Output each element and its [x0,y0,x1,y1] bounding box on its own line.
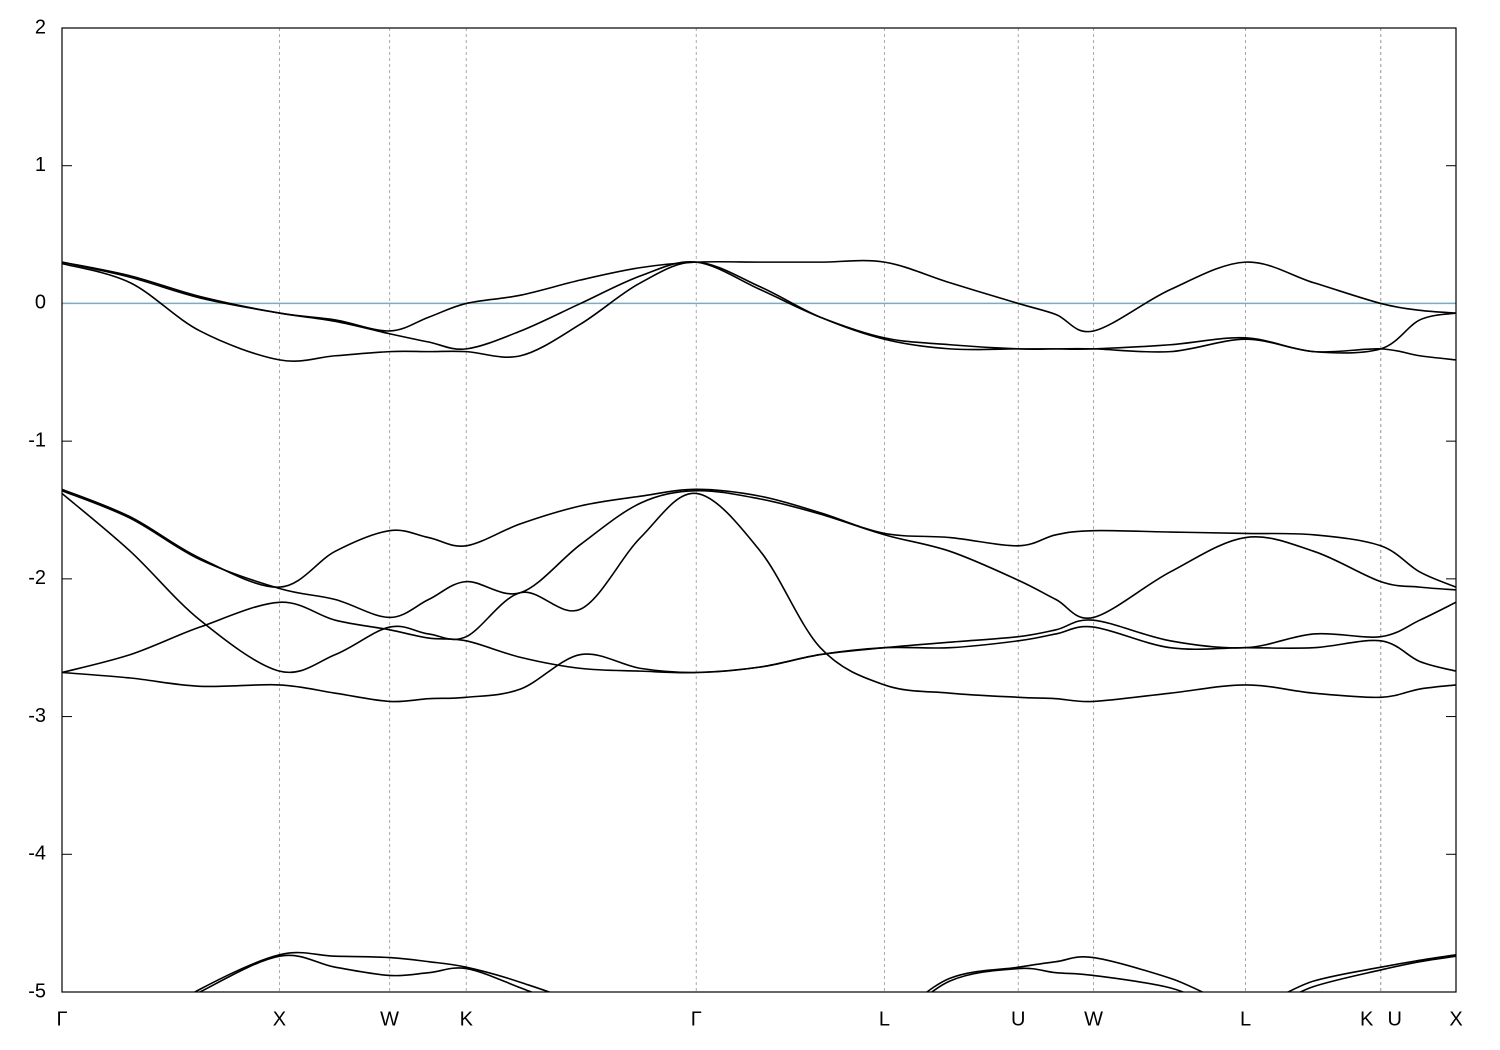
y-tick-label: 1 [35,154,46,176]
y-tick-label: 0 [35,292,46,314]
band-line [62,488,1456,588]
band-line [62,260,1456,354]
y-tick-label: -2 [28,567,46,589]
x-tick-label: X [273,1008,286,1030]
x-tick-label: L [1240,1008,1251,1030]
band-line [198,954,1456,992]
band-line [193,951,1456,992]
y-tick-label: -3 [28,705,46,727]
band-line [62,261,1456,362]
band-line [62,625,1456,703]
x-tick-label: K [1360,1008,1374,1030]
y-tick-label: 2 [35,16,46,38]
x-tick-label: K [460,1008,474,1030]
x-tick-label: U [1387,1008,1401,1030]
x-tick-label: W [380,1008,399,1030]
y-tick-label: -4 [28,843,46,865]
plot-frame [61,27,1457,993]
x-tick-label: L [879,1008,890,1030]
x-tick-label: X [1449,1008,1462,1030]
y-tick-label: -1 [28,429,46,451]
y-tick-label: -5 [28,980,46,1002]
x-tick-label: Γ [691,1008,702,1030]
plot-lines [62,259,1456,992]
band-line [62,492,1456,703]
x-tick-label: W [1084,1008,1103,1030]
band-line [62,259,1456,333]
band-line [62,489,1456,620]
x-tick-label: U [1011,1008,1025,1030]
x-tick-label: Γ [56,1008,67,1030]
